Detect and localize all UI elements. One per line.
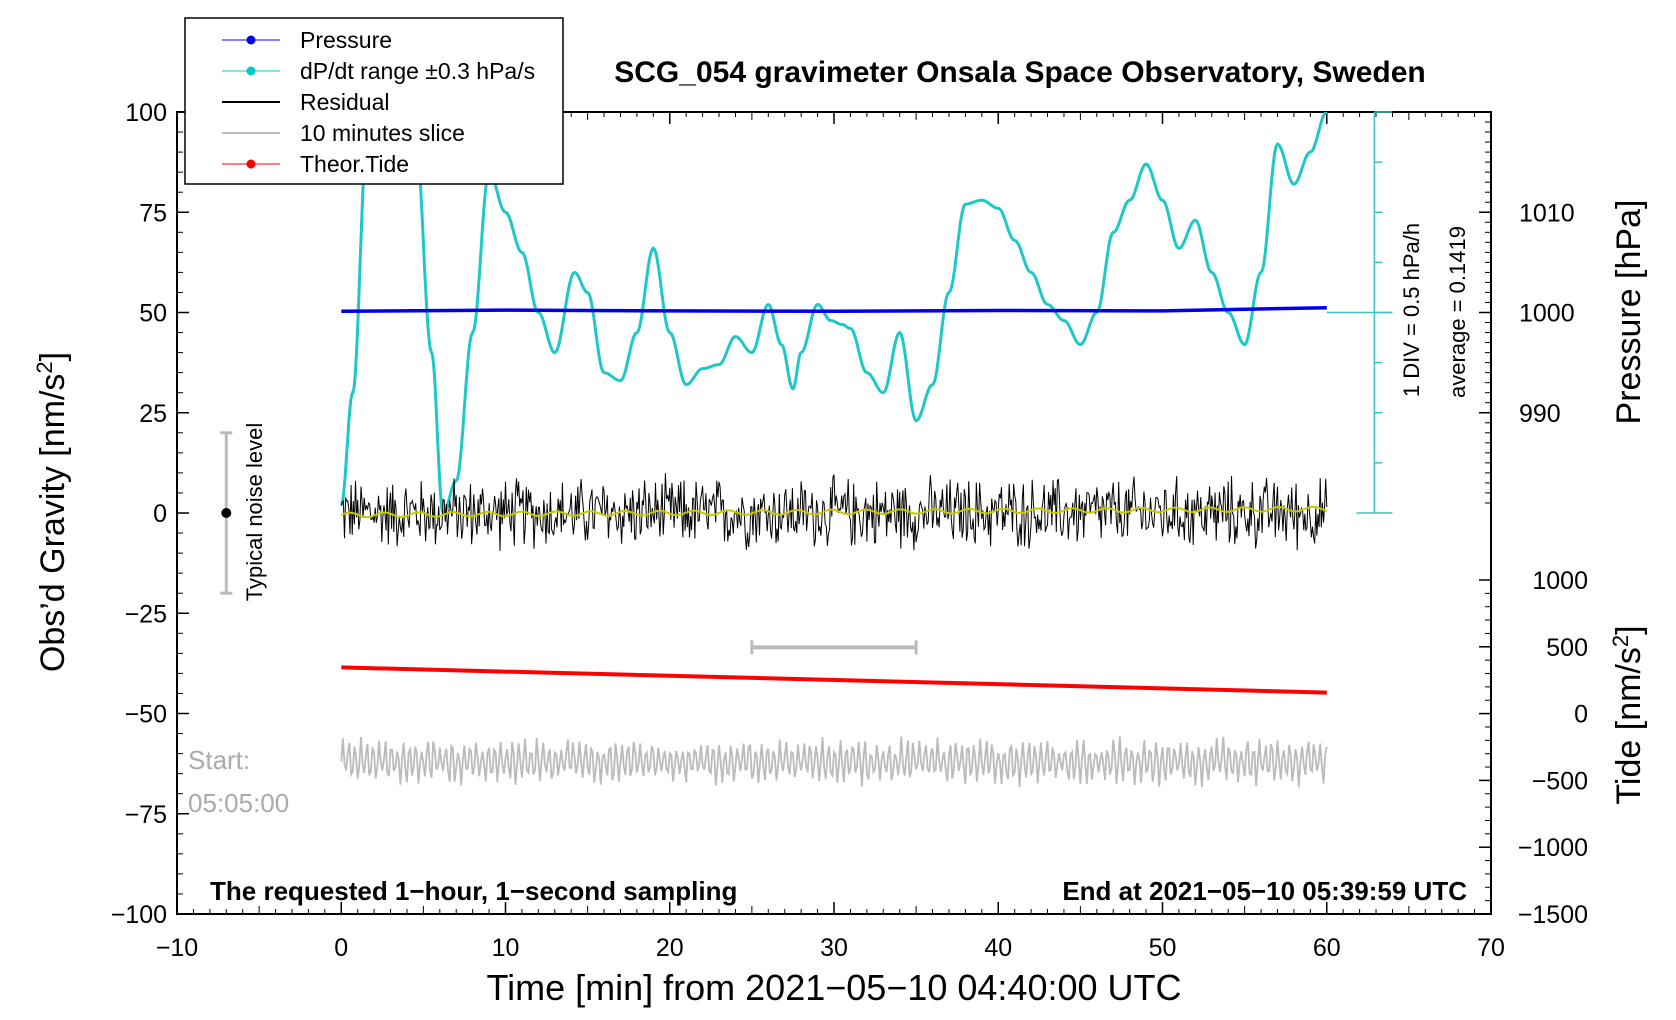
y-tick-label-left: −100 bbox=[111, 901, 167, 929]
x-tick-label: 10 bbox=[492, 934, 520, 962]
x-tick-label: 20 bbox=[656, 934, 684, 962]
x-tick-label: −10 bbox=[156, 934, 198, 962]
sampling-note: The requested 1−hour, 1−second sampling bbox=[210, 876, 737, 906]
y-axis-label-tide: Tide [nm/s2] bbox=[1608, 625, 1649, 804]
noise-center-dot bbox=[221, 508, 232, 518]
y-tick-label-left: 75 bbox=[139, 199, 167, 227]
tide-tick-label: 500 bbox=[1546, 634, 1588, 662]
tide-tick-label: −1000 bbox=[1518, 834, 1588, 862]
legend-dot bbox=[246, 159, 256, 169]
series-tide bbox=[341, 665, 1327, 695]
y-tick-label-left: −50 bbox=[125, 701, 167, 729]
x-tick-label: 30 bbox=[820, 934, 848, 962]
y-axis-label-pressure: Pressure [hPa] bbox=[1610, 200, 1648, 425]
noise-label: Typical noise level bbox=[242, 423, 267, 602]
legend-label: Pressure bbox=[300, 27, 392, 53]
tide-tick-label: 0 bbox=[1574, 701, 1588, 729]
x-axis-label: Time [min] from 2021−05−10 04:40:00 UTC bbox=[486, 967, 1181, 1008]
series-residual bbox=[340, 473, 1328, 551]
legend-dot bbox=[246, 35, 256, 45]
x-tick-label: 70 bbox=[1477, 934, 1505, 962]
chart-title: SCG_054 gravimeter Onsala Space Observat… bbox=[614, 56, 1426, 89]
legend-label: Theor.Tide bbox=[300, 151, 409, 177]
y-tick-label-left: 50 bbox=[139, 300, 167, 328]
tide-tick-label: 1000 bbox=[1532, 567, 1588, 595]
average-label: average = 0.1419 bbox=[1445, 226, 1470, 398]
div-label: 1 DIV = 0.5 hPa/h bbox=[1399, 223, 1424, 397]
series-10min-slice bbox=[340, 736, 1328, 788]
legend-label: dP/dt range ±0.3 hPa/s bbox=[300, 58, 535, 84]
tide-tick-label: −1500 bbox=[1518, 901, 1588, 929]
y-label-left-main: Obs’d Gravity [nm/s bbox=[34, 374, 72, 673]
y-tick-label-left: −25 bbox=[125, 600, 167, 628]
start-label: Start: bbox=[188, 745, 250, 775]
y-tick-label-left: 25 bbox=[139, 400, 167, 428]
y-axis-label-left: Obs’d Gravity [nm/s2] bbox=[32, 352, 73, 672]
legend-dot bbox=[246, 66, 256, 76]
legend: Pressure dP/dt range ±0.3 hPa/s Residual 10… bbox=[184, 17, 564, 185]
legend-label: 10 minutes slice bbox=[300, 120, 465, 146]
x-tick-label: 50 bbox=[1149, 934, 1177, 962]
tide-tick-label: −500 bbox=[1532, 767, 1588, 795]
pressure-tick-label: 990 bbox=[1519, 400, 1561, 428]
series-residual-smoothed bbox=[340, 505, 1328, 519]
y-label-tide-sup: 2 bbox=[1608, 635, 1633, 647]
y-tick-label-left: −75 bbox=[125, 801, 167, 829]
pressure-tick-label: 1010 bbox=[1519, 199, 1575, 227]
x-tick-label: 0 bbox=[334, 934, 348, 962]
y-tick-label-left: 100 bbox=[125, 99, 167, 127]
x-tick-label: 60 bbox=[1313, 934, 1341, 962]
y-label-tide-end: ] bbox=[1610, 625, 1648, 634]
y-tick-label-left: 0 bbox=[153, 500, 167, 528]
end-time-note: End at 2021−05−10 05:39:59 UTC bbox=[1062, 876, 1467, 906]
y-label-left-end: ] bbox=[34, 352, 72, 361]
x-tick-label: 40 bbox=[984, 934, 1012, 962]
plot-frame bbox=[176, 111, 1492, 915]
series-pressure bbox=[341, 305, 1327, 314]
y-label-left-sup: 2 bbox=[32, 361, 57, 373]
pressure-tick-label: 1000 bbox=[1519, 300, 1575, 328]
legend-label: Residual bbox=[300, 89, 390, 115]
y-label-tide-main: Tide [nm/s bbox=[1610, 647, 1648, 804]
start-time: 05:05:00 bbox=[188, 788, 289, 818]
